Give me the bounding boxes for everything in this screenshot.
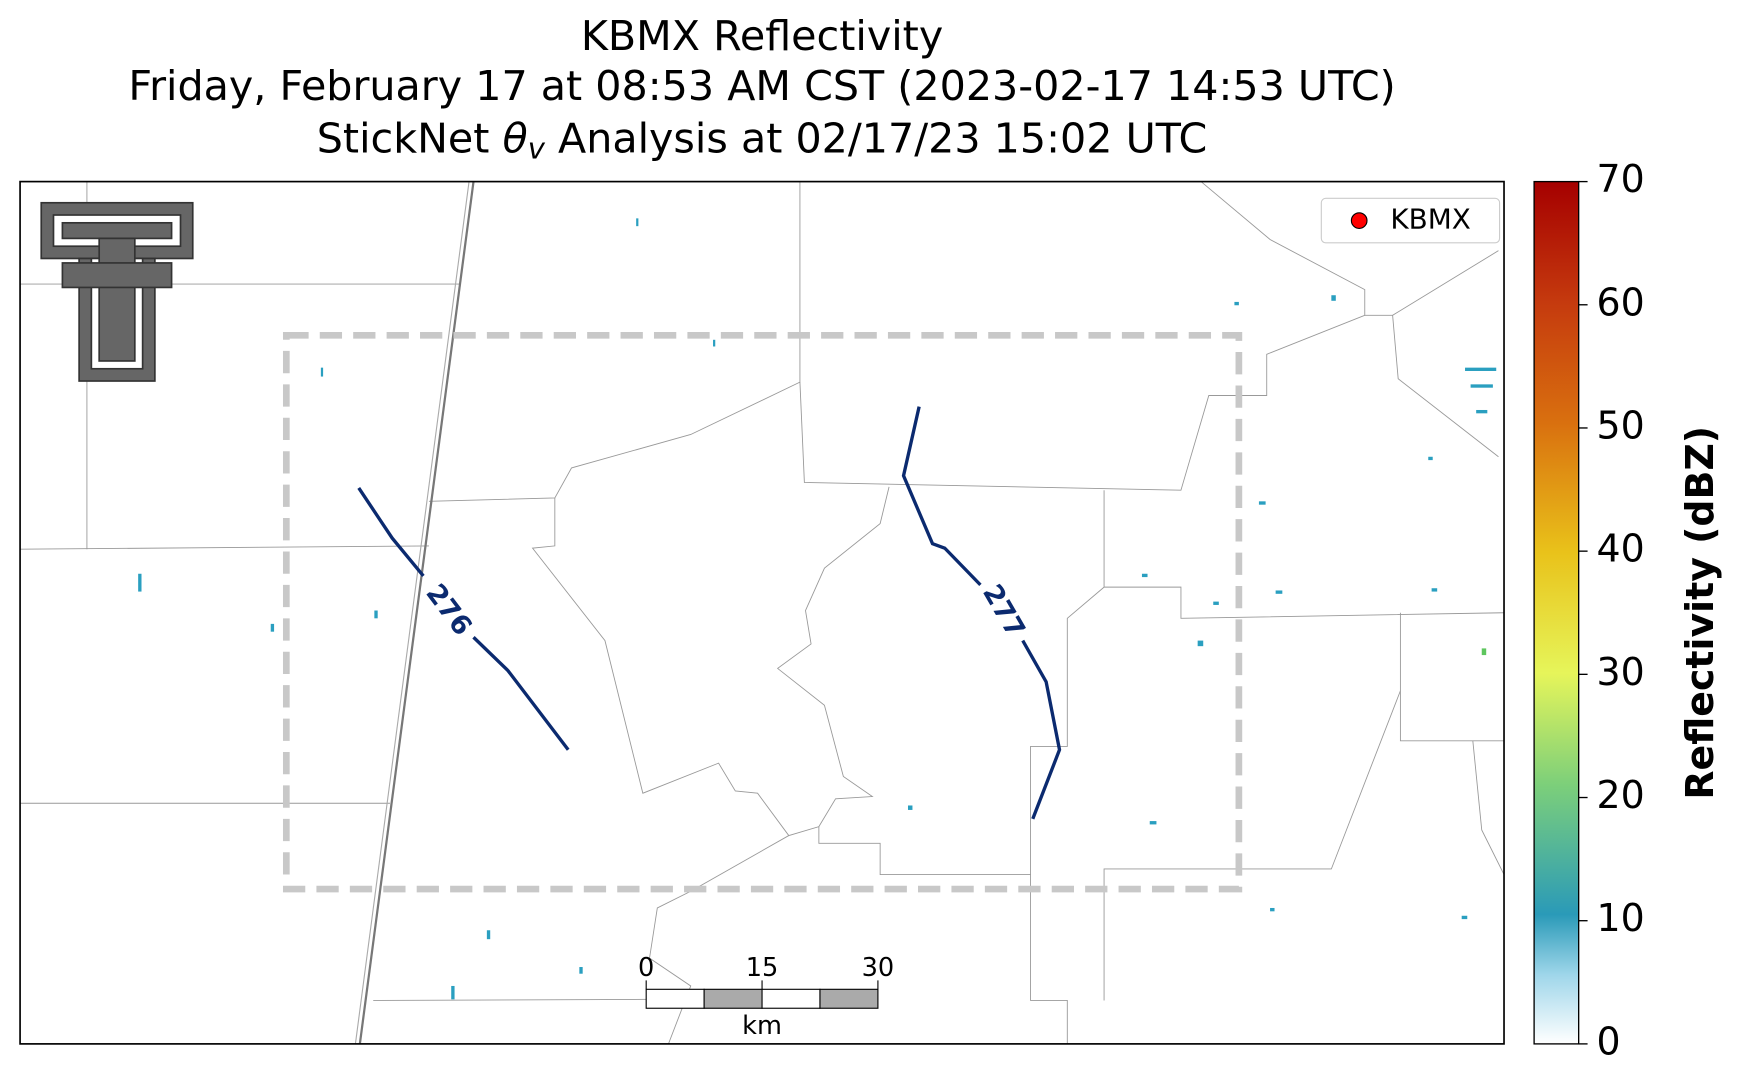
theta: θ	[503, 114, 528, 162]
scale-unit: km	[742, 1011, 782, 1041]
scale-tick-label: 0	[638, 953, 654, 983]
title: KBMX Reflectivity	[581, 12, 943, 60]
colorbar-tick-label: 20	[1596, 773, 1644, 817]
colorbar-tick-label: 30	[1596, 650, 1644, 694]
colorbar	[1533, 180, 1580, 1045]
analysis-domain	[282, 331, 1243, 893]
boundaries	[20, 181, 1505, 1045]
contour-line	[357, 487, 425, 578]
scale-segment	[761, 988, 821, 1009]
colorbar-tick-label: 10	[1596, 896, 1644, 940]
state-line	[358, 181, 475, 1045]
contour-line	[901, 406, 982, 587]
legend-marker	[1350, 212, 1368, 229]
colorbar-tick-label: 40	[1596, 527, 1644, 571]
scale-segment	[645, 988, 705, 1009]
colorbar-tick-label: 50	[1596, 403, 1644, 447]
colorbar-tick-label: 60	[1596, 280, 1644, 324]
state-line	[354, 181, 470, 1044]
contour-line	[1021, 639, 1062, 820]
scale-segment	[703, 988, 763, 1009]
subtitle: Friday, February 17 at 08:53 AM CST (202…	[128, 62, 1395, 110]
title-text: StickNet	[317, 114, 503, 162]
colorbar-tick-label: 70	[1596, 157, 1644, 201]
colorbar-tick-label: 0	[1596, 1019, 1620, 1063]
title-text: Analysis at 02/17/23 15:02 UTC	[545, 114, 1207, 162]
scale-segment	[819, 988, 879, 1009]
scale-tick-label: 15	[746, 953, 779, 983]
legend-label: KBMX	[1390, 203, 1470, 236]
legend: KBMX	[1320, 197, 1501, 244]
map-frame	[19, 180, 1505, 1045]
subscript: v	[528, 131, 546, 165]
scale-tick-label: 30	[862, 953, 895, 983]
logo	[40, 201, 194, 382]
echoes	[138, 218, 1497, 1000]
colorbar-axis: 0 10 20 30 40 50 60 70	[1578, 157, 1645, 1063]
contour-line	[472, 636, 570, 751]
scale-bar: 0 15 30 km	[638, 953, 894, 1041]
colorbar-label: Reflectivity (dBZ)	[1678, 426, 1722, 800]
analysis-title: StickNet θv Analysis at 02/17/23 15:02 U…	[317, 114, 1208, 165]
